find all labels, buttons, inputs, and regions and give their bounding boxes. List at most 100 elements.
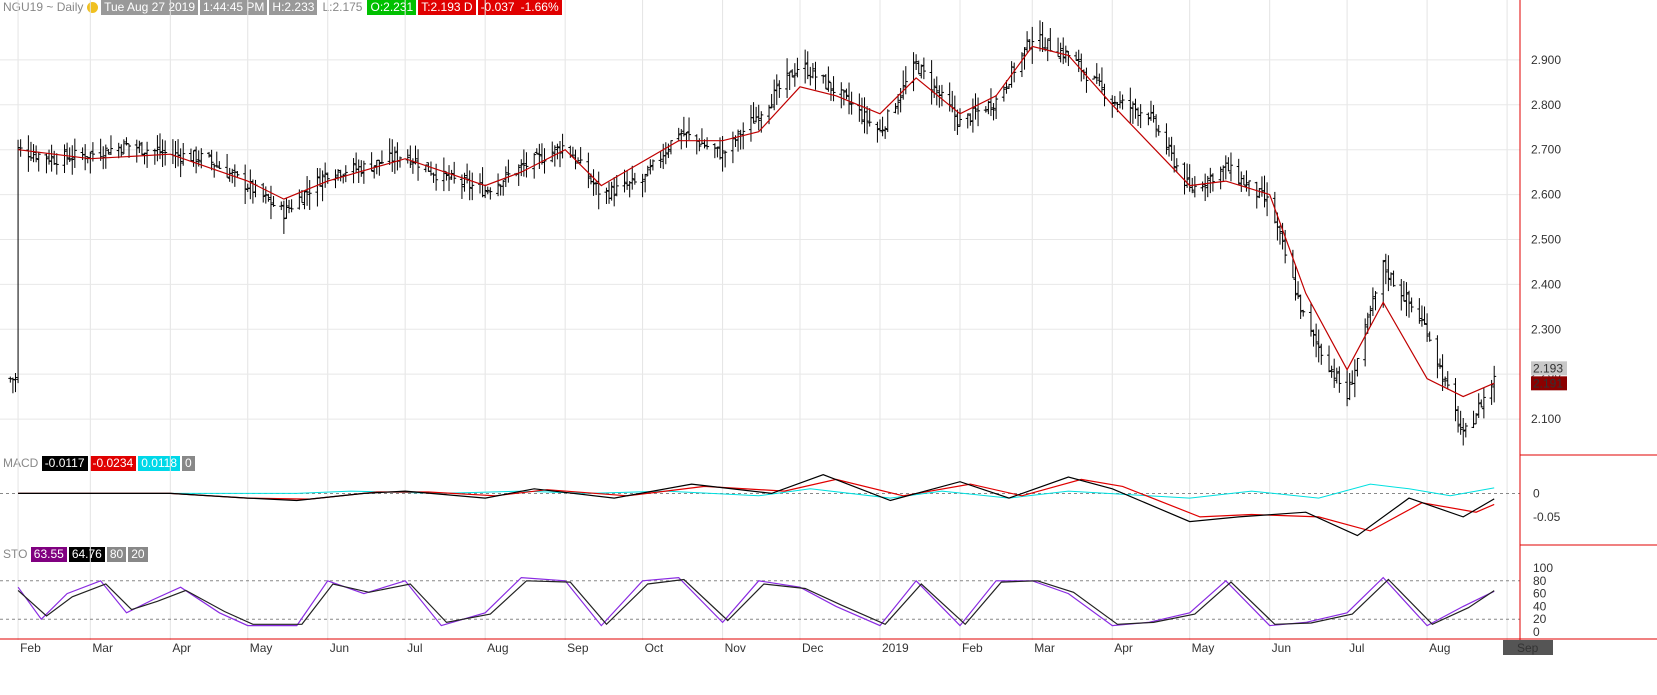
- ohlc-bar: [1001, 86, 1006, 102]
- ohlc-bar: [462, 172, 467, 192]
- sto-header: STO 63.55 64.76 80 20: [3, 547, 150, 562]
- sto-k-badge: 63.55: [30, 547, 67, 562]
- ohlc-bar: [1076, 49, 1081, 73]
- ohlc-bar: [1218, 166, 1223, 190]
- ohlc-bar: [952, 95, 957, 131]
- price-header: NGU19 ~ Daily Tue Aug 27 2019 1:44:45 PM H…: [3, 0, 564, 15]
- ohlc-bar: [127, 143, 132, 158]
- x-tick-label: Oct: [645, 641, 664, 655]
- macd-signal-line: [18, 478, 1495, 532]
- macd-pane[interactable]: [0, 474, 1520, 537]
- ohlc-bar: [1022, 47, 1027, 70]
- ohlc-bar: [774, 74, 779, 105]
- ohlc-bar: [901, 70, 906, 100]
- macd-value-badge: -0.0117: [41, 456, 88, 471]
- ohlc-bar: [181, 143, 186, 166]
- ohlc-bar: [939, 84, 944, 107]
- macd-line: [18, 474, 1495, 537]
- ohlc-bar: [1329, 365, 1334, 378]
- ohlc-bar: [1422, 306, 1427, 325]
- ohlc-bar: [470, 172, 475, 201]
- ohlc-bar: [459, 174, 464, 199]
- sto-tick-label: 0: [1533, 625, 1540, 639]
- ohlc-bar: [62, 144, 67, 174]
- ohlc-bar: [1314, 323, 1319, 358]
- ohlc-bar: [976, 97, 981, 127]
- ohlc-bar: [1092, 75, 1097, 80]
- ohlc-bar: [395, 142, 400, 171]
- price-tick-label: 2.300: [1531, 322, 1561, 336]
- ohlc-bar: [1301, 309, 1306, 317]
- ohlc-bar: [178, 148, 183, 178]
- ohlc-bar: [705, 137, 710, 150]
- ohlc-bar: [139, 141, 144, 156]
- ohlc-bar: [49, 144, 54, 172]
- ohlc-bar: [1347, 373, 1352, 401]
- ohlc-bar: [614, 175, 619, 197]
- ohlc-bar: [828, 82, 833, 101]
- ohlc-bar: [751, 102, 756, 124]
- ohlc-bar: [684, 131, 689, 148]
- ohlc-bar: [8, 376, 13, 383]
- ohlc-bar: [271, 196, 276, 207]
- ohlc-bar: [970, 98, 975, 133]
- ohlc-bar: [756, 104, 761, 131]
- ohlc-bar: [217, 161, 222, 169]
- ohlc-bar: [1440, 354, 1445, 391]
- ohlc-bar: [72, 138, 77, 168]
- ohlc-bar: [1334, 367, 1339, 384]
- ohlc-bar: [16, 139, 21, 384]
- ohlc-bar: [1167, 137, 1172, 157]
- ohlc-bar: [173, 140, 178, 169]
- ohlc-bar: [1228, 152, 1233, 182]
- x-tick-label-current: Sep: [1517, 641, 1539, 655]
- ohlc-bar: [36, 151, 41, 172]
- ohlc-bar: [1244, 170, 1249, 192]
- macd-tick-label: -0.05: [1533, 510, 1561, 524]
- ohlc-bar: [1221, 165, 1226, 182]
- ohlc-bar: [1456, 405, 1461, 433]
- ohlc-bar: [720, 136, 725, 172]
- ohlc-bar: [65, 142, 70, 165]
- price-tick-label: 2.900: [1531, 53, 1561, 67]
- sto-tick-label: 40: [1533, 599, 1547, 613]
- ohlc-bar: [792, 63, 797, 87]
- sto-pane[interactable]: [0, 576, 1520, 627]
- ohlc-bar: [480, 167, 485, 198]
- ohlc-bar: [1148, 100, 1153, 121]
- ohlc-bar: [485, 186, 490, 195]
- ohlc-bar: [934, 76, 939, 106]
- ohlc-bar: [47, 149, 52, 165]
- ohlc-bar: [392, 146, 397, 174]
- price-tick-label: 2.600: [1531, 188, 1561, 202]
- ohlc-bar: [878, 119, 882, 132]
- ohlc-bar: [712, 143, 717, 159]
- ohlc-bar: [1445, 371, 1450, 390]
- ohlc-bar: [803, 49, 808, 84]
- ohlc-bar: [640, 173, 645, 198]
- ohlc-bar: [1463, 422, 1468, 438]
- ohlc-bar: [431, 172, 436, 183]
- ohlc-bar: [1327, 345, 1332, 373]
- ohlc-bar: [405, 149, 410, 164]
- ohlc-bar: [862, 97, 867, 134]
- ohlc-bar: [103, 144, 108, 169]
- sto-upper-badge: 80: [106, 547, 127, 562]
- price-pane[interactable]: [8, 20, 1497, 446]
- ohlc-bar: [826, 66, 831, 92]
- ohlc-bar: [795, 57, 800, 78]
- ohlc-bar: [434, 163, 439, 191]
- ohlc-bar: [875, 121, 880, 143]
- ohlc-bar: [591, 169, 596, 196]
- date-badge: Tue Aug 27 2019: [101, 0, 199, 15]
- ohlc-bar: [932, 78, 937, 98]
- ohlc-bar: [666, 143, 671, 159]
- ohlc-bar: [1265, 182, 1270, 217]
- x-tick-label: Jul: [1349, 641, 1364, 655]
- hist-value-badge: 0.0118: [138, 456, 181, 471]
- ohlc-bar: [243, 164, 248, 205]
- current-month-box: [1503, 640, 1553, 655]
- ohlc-bar: [552, 145, 557, 167]
- ohlc-bar: [1443, 376, 1448, 387]
